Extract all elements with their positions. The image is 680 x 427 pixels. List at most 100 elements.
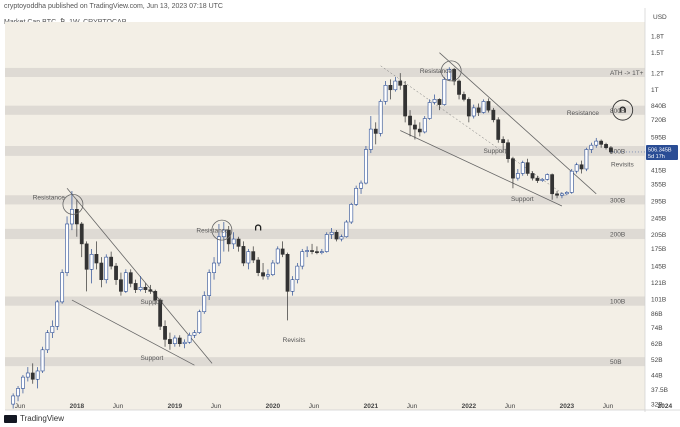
candle-body <box>437 99 442 105</box>
candle <box>266 269 270 280</box>
footer-brand: TradingView <box>20 414 65 423</box>
candle-body <box>202 295 207 313</box>
pivot-circle-2019-top <box>211 219 233 241</box>
candle-body <box>324 234 329 252</box>
candle <box>35 367 40 389</box>
x-tick-label: 2018 <box>70 403 85 410</box>
candle <box>163 320 167 347</box>
candle <box>373 122 378 145</box>
candle-body <box>74 209 79 225</box>
x-axis-ticks: Jun 2018 Jun 2019 Jun 2020 Jun 2021 Jun 2022 Jun 20… <box>15 403 673 410</box>
candle <box>471 104 476 119</box>
zone-band <box>5 357 645 367</box>
y-tick-label: 1.8T <box>651 33 664 40</box>
candle <box>158 298 163 331</box>
zone-band <box>5 67 645 77</box>
candle-body <box>295 265 300 280</box>
candle <box>378 99 383 137</box>
candle <box>300 248 305 270</box>
y-tick-label: 1T <box>651 87 659 94</box>
candle <box>221 222 226 252</box>
candle-body <box>168 339 172 345</box>
y-tick-label: 1.5T <box>651 50 664 57</box>
annotation-label: Resistance <box>420 68 453 75</box>
candle <box>241 241 246 267</box>
candle-body <box>491 109 496 121</box>
candle-body <box>354 187 359 205</box>
candle-body <box>550 174 555 195</box>
published-line: cryptoyoddha published on TradingView.co… <box>4 3 223 10</box>
candle-body <box>501 139 506 144</box>
candle <box>123 269 128 294</box>
candle-body <box>270 262 275 275</box>
y-tick-label: 121B <box>651 280 666 287</box>
annotation-label: Resistance <box>33 195 66 202</box>
candle-body <box>192 332 197 336</box>
candle-body <box>182 341 187 345</box>
candle <box>50 320 55 338</box>
candle-body <box>393 80 398 91</box>
arch-icons <box>254 106 626 231</box>
candle-body <box>138 286 143 290</box>
y-tick-label: 840B <box>651 103 666 110</box>
candle <box>589 142 594 154</box>
candle-body <box>65 223 69 273</box>
y-tick-label: 74B <box>651 325 663 332</box>
candle <box>182 339 187 349</box>
candle-body <box>256 259 261 273</box>
candle-body <box>452 69 457 82</box>
zone-band <box>5 296 645 306</box>
candle-body <box>128 272 133 284</box>
candle-body <box>148 289 153 292</box>
candle <box>84 241 89 292</box>
candle-body <box>45 332 50 351</box>
x-tick-label: 2019 <box>168 403 183 410</box>
candle-body <box>153 291 158 301</box>
candle-body <box>207 272 212 296</box>
candle-body <box>432 99 437 103</box>
candle-body <box>236 238 241 247</box>
candle-body <box>520 162 525 174</box>
candle-body <box>344 221 349 238</box>
zone-label: 300B <box>610 197 625 204</box>
candle-body <box>319 251 324 253</box>
candle-body <box>594 140 599 146</box>
candle <box>579 160 584 174</box>
candle <box>261 263 265 280</box>
candle-body <box>70 209 74 225</box>
y-tick-label: 145B <box>651 263 666 270</box>
candle <box>280 241 285 258</box>
candle <box>138 276 143 292</box>
candle <box>114 263 118 285</box>
candle-body <box>535 177 540 181</box>
candle <box>119 272 123 296</box>
x-tick-label: Jun <box>309 403 320 410</box>
x-tick-label: 2022 <box>462 403 477 410</box>
candle-body <box>462 94 466 100</box>
candle <box>172 335 177 347</box>
y-tick-label: 245B <box>651 216 666 223</box>
candle-body <box>305 250 310 252</box>
candle-body <box>300 251 305 267</box>
candle <box>11 393 16 409</box>
candle-body <box>123 272 128 292</box>
candle-body <box>339 236 344 240</box>
candle <box>560 192 564 199</box>
candle-body <box>275 248 280 264</box>
candle <box>94 241 99 270</box>
candle <box>275 246 280 265</box>
annotation-label: Support <box>484 148 507 155</box>
candle <box>349 202 354 224</box>
candle-body <box>486 101 491 111</box>
x-tick-label: Jun <box>113 403 124 410</box>
candle-body <box>25 372 30 378</box>
candle-body <box>471 107 476 117</box>
candle <box>30 363 35 384</box>
tradingview-footer[interactable]: TradingView <box>4 414 64 423</box>
candle-body <box>383 85 388 102</box>
candle <box>334 230 339 242</box>
candle <box>574 162 579 174</box>
candle-body <box>251 251 256 261</box>
pivot-circles <box>62 60 634 241</box>
